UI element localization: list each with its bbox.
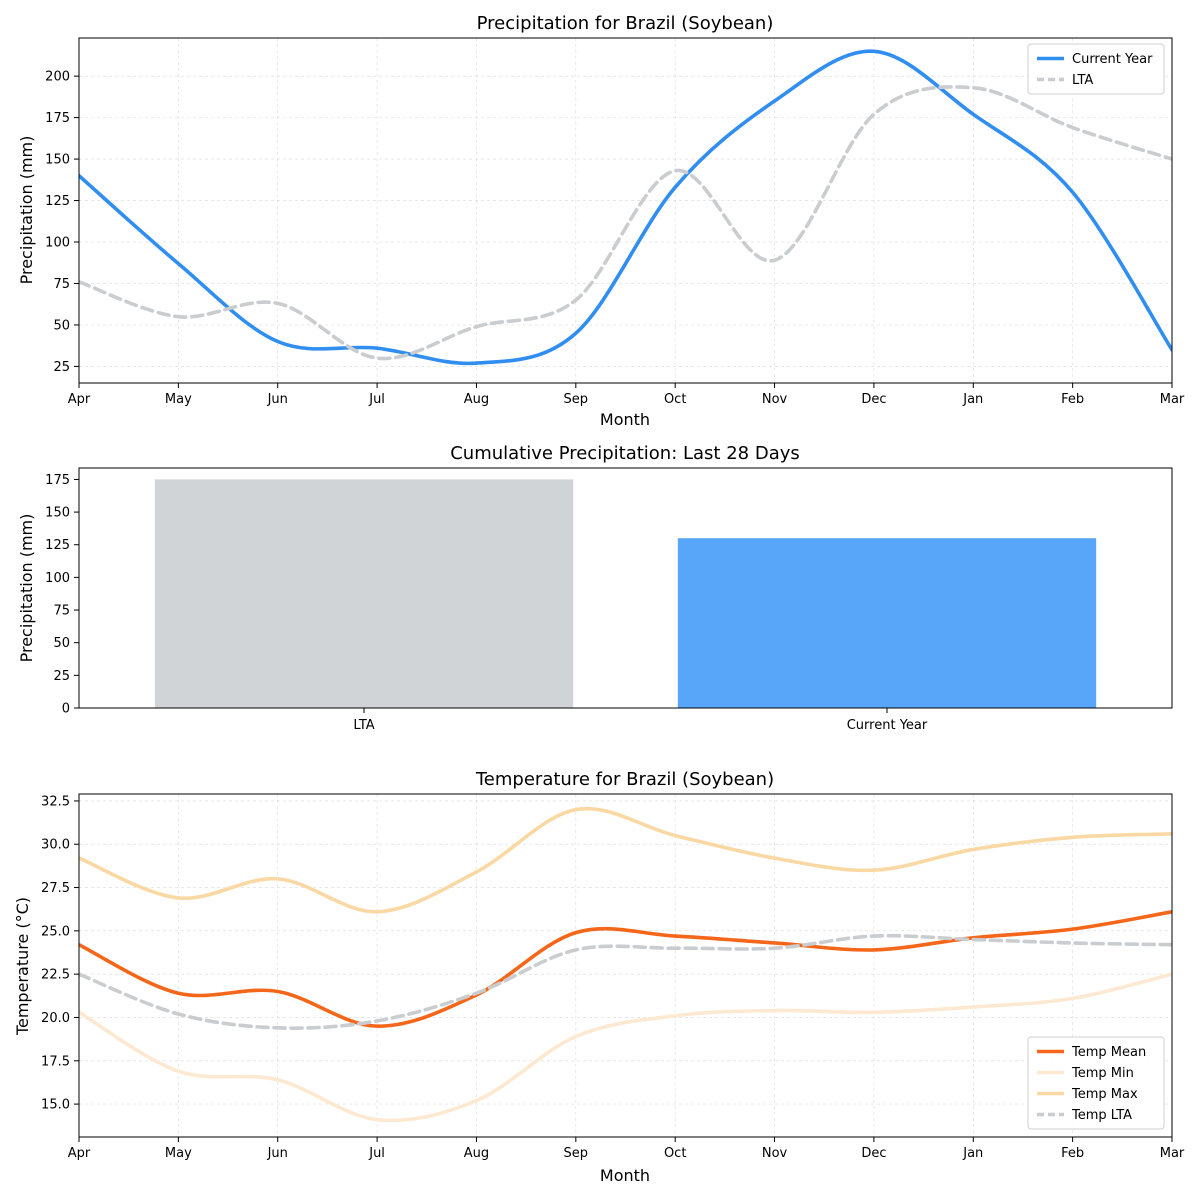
legend-box — [1027, 43, 1165, 95]
series-group — [79, 806, 1172, 1123]
y-tick-label: 100 — [45, 236, 70, 251]
y-tick-label: 25 — [53, 360, 70, 375]
y-tick-label: 125 — [45, 538, 70, 553]
legend-entry-temp-min: Temp Min — [1071, 1066, 1134, 1081]
y-tick-label: 150 — [45, 153, 70, 168]
y-tick-label: 27.5 — [41, 881, 70, 896]
y-axis-label: Precipitation (mm) — [17, 136, 36, 285]
x-tick-label: Oct — [664, 392, 686, 407]
series-line-current-year — [79, 49, 1172, 366]
x-tick-label: Apr — [68, 1146, 91, 1161]
precipitation-line-chart: Precipitation for Brazil (Soybean) Month… — [17, 13, 1185, 429]
plot-frame — [78, 467, 1173, 709]
x-tick-label: Dec — [861, 392, 886, 407]
y-tick-label: 50 — [53, 318, 70, 333]
legend-box — [1027, 1036, 1165, 1130]
series-line-temp-max — [79, 806, 1172, 914]
x-tick-label: Mar — [1160, 392, 1185, 407]
bar-lta — [154, 479, 574, 708]
x-tick-label: Jun — [267, 392, 288, 407]
x-tick-label: Nov — [762, 1146, 788, 1161]
y-tick-label: 200 — [45, 70, 70, 85]
plot-frame — [78, 37, 1173, 384]
x-tick-label: Sep — [564, 1146, 589, 1161]
y-tick-label: 17.5 — [41, 1054, 70, 1069]
legend-entry-temp-mean: Temp Mean — [1071, 1045, 1146, 1060]
y-axis-label: Precipitation (mm) — [17, 514, 36, 663]
temperature-line-chart: Temperature for Brazil (Soybean) Month T… — [13, 769, 1185, 1185]
legend-entry-lta: LTA — [1072, 73, 1093, 88]
x-tick-label: Jul — [368, 1146, 385, 1161]
x-tick-label: Sep — [564, 392, 589, 407]
cumulative-precipitation-bar-chart: Cumulative Precipitation: Last 28 Days P… — [17, 443, 1173, 733]
legend-entry-temp-max: Temp Max — [1071, 1087, 1138, 1102]
x-tick-label: Dec — [861, 1146, 886, 1161]
legend-entry-temp-lta: Temp LTA — [1071, 1108, 1132, 1123]
y-tick-label: 32.5 — [41, 794, 70, 809]
x-tick-label: Mar — [1160, 1146, 1185, 1161]
x-tick-label: Jan — [962, 1146, 983, 1161]
y-tick-label: 0 — [62, 702, 70, 717]
bar-current-year — [677, 538, 1097, 708]
y-tick-label: 22.5 — [41, 968, 70, 983]
y-tick-label: 75 — [53, 604, 70, 619]
x-tick-label: Jun — [267, 1146, 288, 1161]
x-tick-label: Jul — [368, 392, 385, 407]
legend: Temp Mean Temp Min Temp Max Temp LTA — [1027, 1036, 1165, 1130]
x-axis-label: Month — [600, 1166, 650, 1185]
y-tick-label: 150 — [45, 506, 70, 521]
x-tick-label: Feb — [1061, 1146, 1084, 1161]
y-tick-label: 125 — [45, 194, 70, 209]
x-tick-label: Oct — [664, 1146, 686, 1161]
y-tick-label: 25.0 — [41, 924, 70, 939]
plot-frame — [78, 793, 1173, 1138]
y-tick-label: 25 — [53, 669, 70, 684]
x-tick-label: Current Year — [847, 718, 928, 733]
y-tick-label: 50 — [53, 636, 70, 651]
series-line-temp-mean — [79, 910, 1172, 1028]
series-line-lta — [79, 85, 1172, 361]
chart-title: Temperature for Brazil (Soybean) — [475, 769, 774, 790]
chart-title: Cumulative Precipitation: Last 28 Days — [450, 443, 800, 464]
y-tick-label: 20.0 — [41, 1011, 70, 1026]
y-tick-label: 15.0 — [41, 1098, 70, 1113]
series-line-temp-lta — [79, 933, 1172, 1030]
x-tick-label: Aug — [464, 392, 489, 407]
y-tick-label: 175 — [45, 111, 70, 126]
y-tick-label: 30.0 — [41, 838, 70, 853]
series-group — [79, 49, 1172, 366]
x-tick-label: May — [165, 392, 192, 407]
y-tick-label: 175 — [45, 473, 70, 488]
x-tick-label: Jan — [962, 392, 983, 407]
legend-entry-current-year: Current Year — [1072, 52, 1153, 67]
series-line-temp-min — [79, 972, 1172, 1123]
x-tick-label: LTA — [353, 718, 374, 733]
chart-title: Precipitation for Brazil (Soybean) — [477, 13, 774, 34]
y-tick-label: 75 — [53, 277, 70, 292]
y-tick-label: 100 — [45, 571, 70, 586]
x-tick-label: May — [165, 1146, 192, 1161]
y-axis-label: Temperature (°C) — [13, 897, 32, 1036]
x-tick-label: Aug — [464, 1146, 489, 1161]
legend: Current Year LTA — [1027, 43, 1165, 95]
x-tick-label: Apr — [68, 392, 91, 407]
x-axis-label: Month — [600, 410, 650, 429]
x-tick-label: Feb — [1061, 392, 1084, 407]
x-tick-label: Nov — [762, 392, 788, 407]
